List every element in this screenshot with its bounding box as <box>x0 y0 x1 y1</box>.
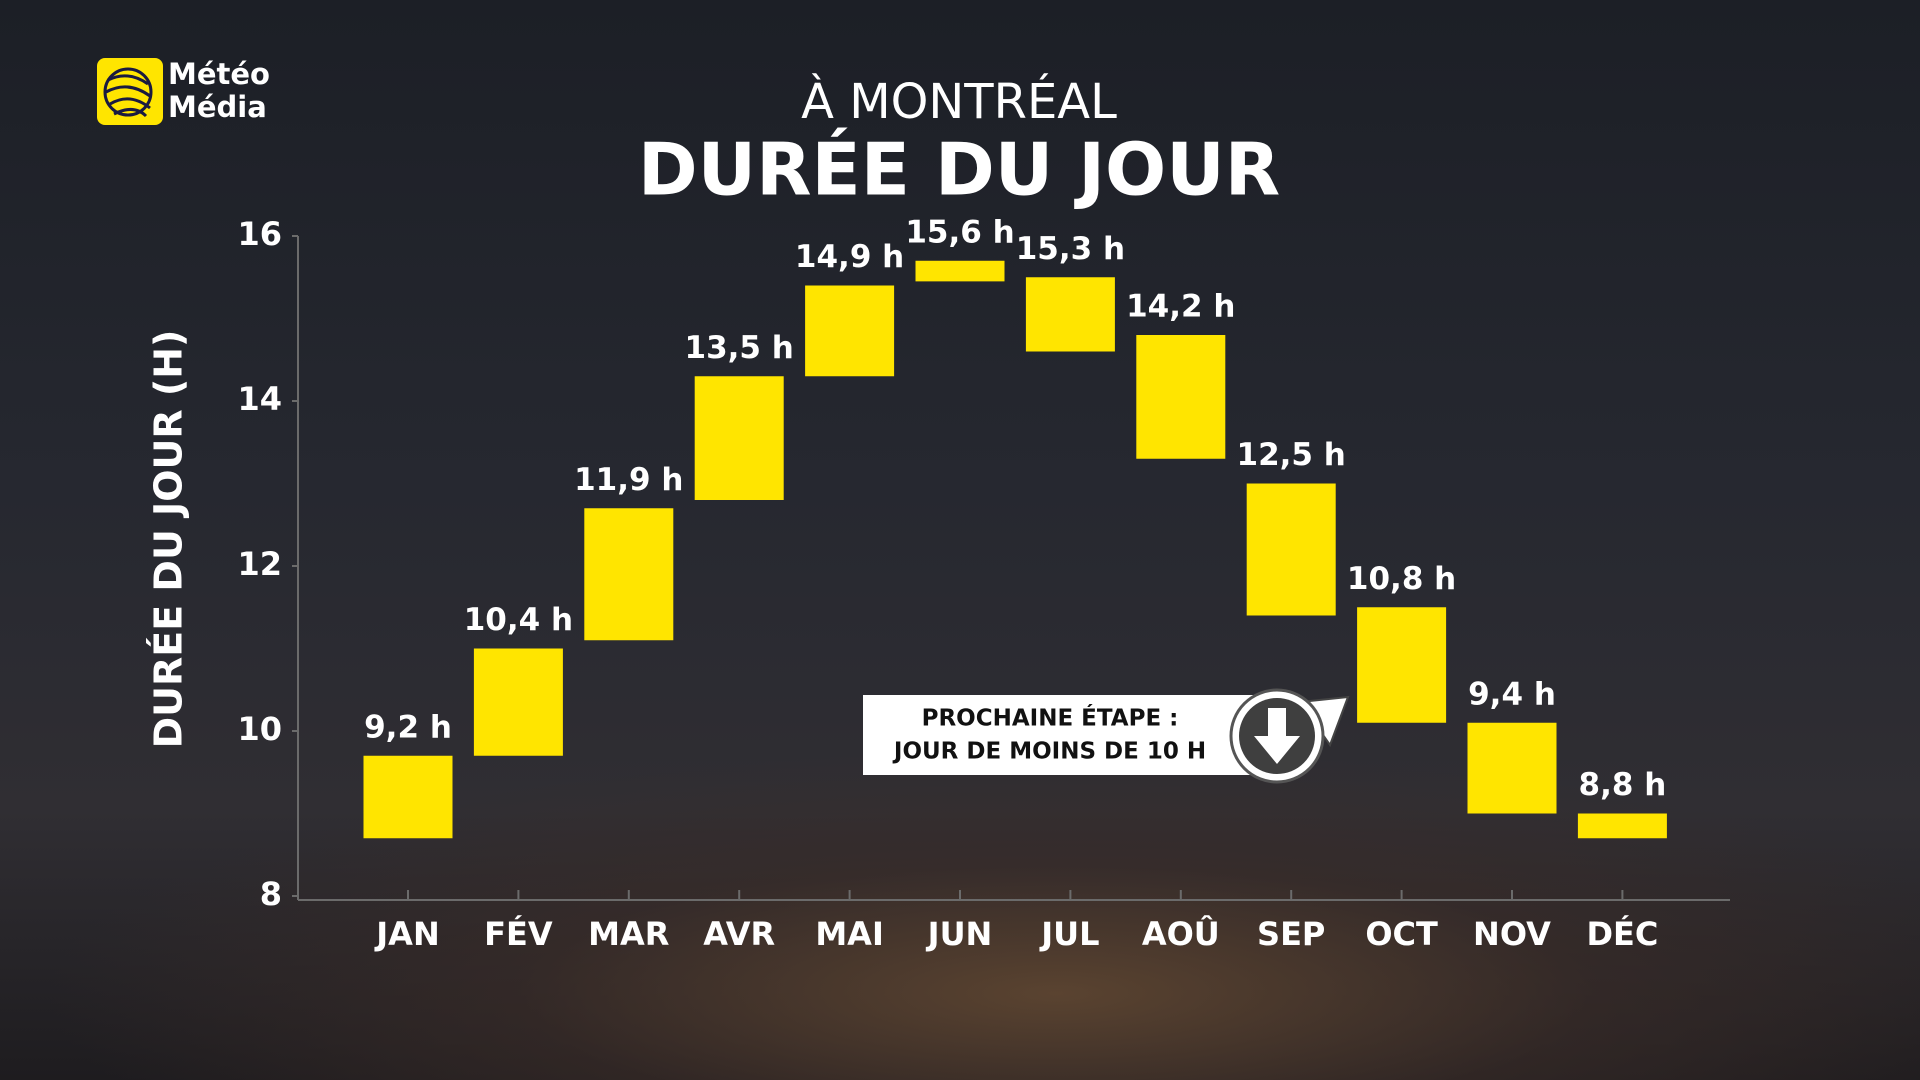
data-label: 9,4 h <box>1468 676 1556 712</box>
logo-text: Média <box>168 90 267 124</box>
bar <box>1136 335 1226 459</box>
x-tick-label: AVR <box>703 915 775 953</box>
data-label: 15,6 h <box>905 214 1014 250</box>
x-tick-label: MAI <box>815 915 884 953</box>
data-label: 10,4 h <box>464 602 573 638</box>
data-label: 14,9 h <box>795 239 904 275</box>
logo-text: Météo <box>168 57 270 91</box>
x-tick-label: JAN <box>374 915 439 953</box>
y-tick-label: 10 <box>237 710 282 748</box>
bar <box>1025 277 1115 352</box>
x-tick-label: NOV <box>1473 915 1551 953</box>
annotation: PROCHAINE ÉTAPE : JOUR DE MOINS DE 10 H <box>863 688 1350 784</box>
data-label: 12,5 h <box>1237 437 1346 473</box>
chart-title: DURÉE DU JOUR <box>638 128 1280 212</box>
plot: 8 10 12 14 16 JAN 9,2 h FÉV 10,4 h MAR 11,9 h AVR 13… <box>237 214 1667 953</box>
bar <box>915 260 1005 282</box>
y-axis-title: DURÉE DU JOUR (H) <box>147 330 191 749</box>
x-tick-label: DÉC <box>1586 915 1658 953</box>
logo-globe <box>103 67 153 118</box>
y-tick-label: 16 <box>237 215 282 253</box>
data-label: 10,8 h <box>1347 561 1456 597</box>
bar <box>473 648 563 756</box>
bar <box>584 508 674 641</box>
x-tick-label: JUL <box>1039 915 1099 953</box>
bar <box>1246 483 1336 616</box>
bar <box>805 285 895 377</box>
annotation-box <box>863 695 1263 775</box>
data-label: 11,9 h <box>574 462 683 498</box>
data-label: 13,5 h <box>685 330 794 366</box>
bar <box>1577 813 1667 839</box>
data-label: 15,3 h <box>1016 231 1125 267</box>
y-tick-label: 14 <box>237 380 282 418</box>
data-label: 9,2 h <box>364 709 452 745</box>
logo: Météo Média <box>97 57 270 125</box>
bar <box>1467 722 1557 814</box>
y-tick-label: 8 <box>260 875 282 913</box>
x-tick-label: FÉV <box>484 915 553 953</box>
x-tick-label: MAR <box>588 915 669 953</box>
x-tick-label: SEP <box>1257 915 1325 953</box>
y-tick-label: 12 <box>237 545 282 583</box>
x-tick-label: AOÛ <box>1142 914 1220 953</box>
annotation-arrow <box>1254 708 1300 764</box>
bar <box>363 755 453 839</box>
x-tick-label: JUN <box>926 915 993 953</box>
x-tick-label: OCT <box>1365 915 1438 953</box>
data-label: 14,2 h <box>1126 289 1235 325</box>
data-label: 8,8 h <box>1579 767 1667 803</box>
annotation-text: PROCHAINE ÉTAPE : <box>922 704 1179 732</box>
annotation-text: JOUR DE MOINS DE 10 H <box>892 739 1206 765</box>
bar <box>694 376 784 500</box>
chart-subtitle: À MONTRÉAL <box>801 73 1117 130</box>
bar <box>1357 607 1447 723</box>
